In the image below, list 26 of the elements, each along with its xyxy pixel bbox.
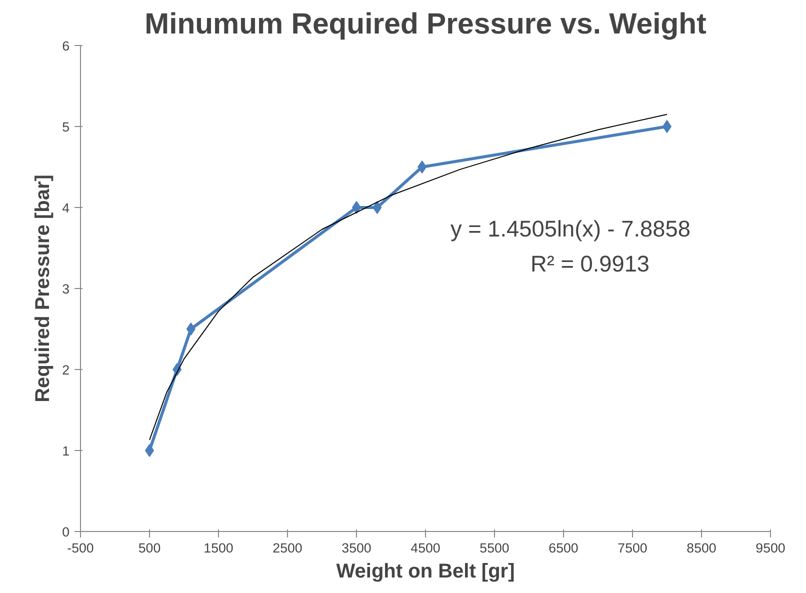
y-tick-label: 3: [62, 282, 70, 296]
x-tick-label: 5500: [480, 540, 510, 556]
annotation: R² = 0.9913: [530, 250, 650, 276]
x-tick-label: 7500: [618, 540, 648, 556]
y-tick-label: 6: [62, 38, 70, 54]
y-tick-label: 0: [62, 524, 70, 540]
chart-title: Minumum Required Pressure vs. Weight: [144, 8, 707, 40]
y-tick-label: 2: [62, 362, 70, 378]
x-tick-label: 500: [138, 540, 161, 556]
x-axis-title: Weight on Belt [gr]: [336, 560, 515, 582]
point: [372, 201, 382, 214]
x-tick-label: 1500: [204, 540, 234, 556]
x-tick-label: -500: [67, 540, 94, 556]
point: [186, 322, 196, 336]
x-tick-label: 8500: [686, 540, 716, 556]
x-tick-label: 3500: [342, 540, 372, 556]
x-tick-label: 9500: [756, 540, 786, 556]
annotation: y = 1.4505ln(x) - 7.8858: [450, 216, 690, 242]
y-tick-label: 1: [62, 444, 70, 458]
y-tick-label: 5: [62, 120, 70, 134]
x-tick-label: 2500: [272, 540, 302, 556]
x-tick-label: 6500: [548, 540, 578, 556]
y-tick-label: 4: [62, 200, 70, 216]
point: [418, 160, 427, 174]
x-tick-label: 4500: [410, 540, 440, 556]
y-axis-title: Required Pressure [bar]: [32, 174, 54, 402]
